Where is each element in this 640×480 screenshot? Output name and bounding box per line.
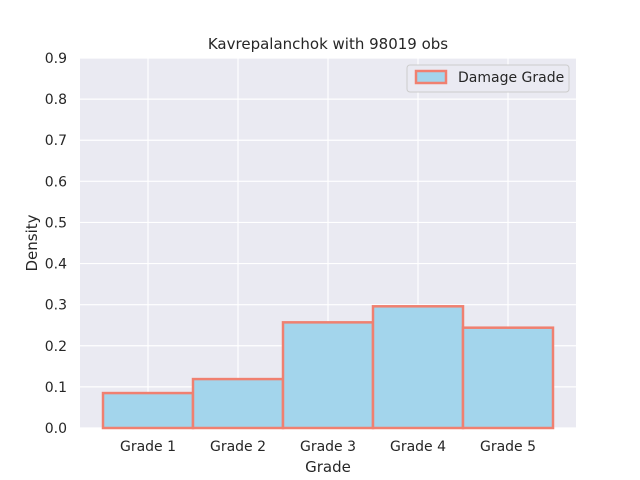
histogram-bar [101, 391, 195, 430]
histogram-bar [281, 321, 375, 430]
legend: Damage Grade [406, 64, 570, 93]
y-tick-label: 0.7 [45, 133, 67, 149]
histogram-bar [191, 377, 285, 430]
y-tick-label: 0.0 [45, 421, 67, 437]
y-tick-label: 0.9 [45, 51, 67, 67]
bars [101, 305, 555, 430]
legend-swatch [414, 69, 448, 85]
legend-box [406, 64, 570, 93]
x-tick-label: Grade 3 [300, 439, 356, 455]
y-tick-label: 0.6 [45, 174, 67, 190]
x-tick-label: Grade 5 [480, 439, 536, 455]
y-tick-label: 0.4 [45, 257, 67, 273]
x-axis-title: Grade [305, 458, 351, 476]
chart-title: Kavrepalanchok with 98019 obs [208, 35, 448, 53]
y-tick-label: 0.1 [45, 380, 67, 396]
x-tick-labels: Grade 1 Grade 2 Grade 3 Grade 4 Grade 5 [120, 439, 536, 455]
y-tick-label: 0.5 [45, 215, 67, 231]
histogram-bar [461, 326, 555, 430]
histogram-bar [371, 305, 465, 430]
y-axis-title: Density [23, 214, 41, 271]
y-tick-label: 0.2 [45, 339, 67, 355]
y-tick-label: 0.3 [45, 298, 67, 314]
y-tick-label: 0.8 [45, 92, 67, 108]
legend-label: Damage Grade [458, 70, 564, 86]
x-tick-label: Grade 1 [120, 439, 176, 455]
y-tick-labels: 0.0 0.1 0.2 0.3 0.4 0.5 0.6 0.7 0.8 0.9 [45, 51, 67, 437]
x-tick-label: Grade 4 [390, 439, 446, 455]
x-tick-label: Grade 2 [210, 439, 266, 455]
